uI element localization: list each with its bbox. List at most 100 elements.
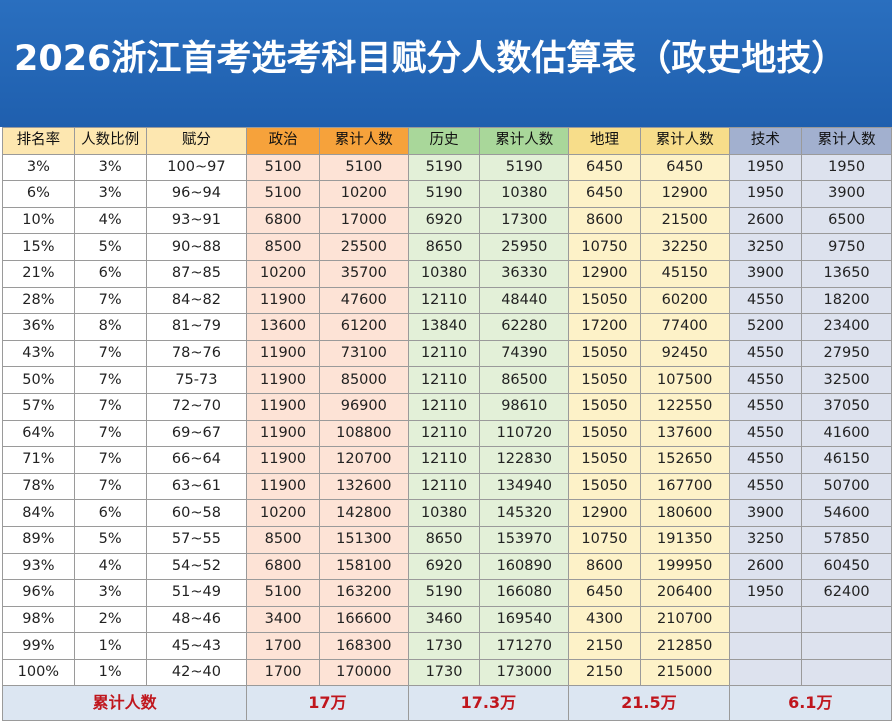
table-row: 3% 3% 100~97 5100 5100 5190 5190 6450 6450 1950 19… (2, 153, 892, 182)
cell-lishi: 5190 (407, 153, 481, 182)
cell-zhengzhi: 11900 (246, 286, 320, 315)
table-row: 50% 7% 75-73 11900 85000 12110 86500 15050 10750… (2, 366, 892, 394)
cell-score: 60~58 (145, 499, 248, 527)
cell-rank-rate: 71% (2, 446, 75, 474)
cell-ratio: 7% (73, 392, 147, 421)
cell-ratio: 4% (73, 552, 147, 581)
cell-dili-cumulative: 92450 (639, 339, 730, 368)
cell-jishu: 4550 (728, 392, 803, 421)
cell-dili: 6450 (568, 153, 641, 182)
table-row: 99% 1% 45~43 1700 168300 1730 171270 2150 212850 (2, 632, 892, 660)
cell-ratio: 5% (73, 525, 147, 554)
cell-dili: 6450 (568, 579, 641, 607)
cell-dili-cumulative: 21500 (639, 206, 730, 235)
cell-ratio: 1% (73, 658, 147, 687)
cell-rank-rate: 3% (2, 153, 75, 182)
cell-zhengzhi: 11900 (246, 392, 320, 421)
cell-ratio: 7% (73, 286, 147, 315)
cell-dili: 10750 (568, 233, 641, 261)
cell-lishi: 8650 (407, 525, 481, 554)
totals-row: 累计人数 17万 17.3万 21.5万 6.1万 (1, 685, 892, 721)
cell-rank-rate: 64% (2, 419, 75, 448)
cell-jishu: 2600 (728, 552, 803, 581)
cell-lishi: 6920 (407, 552, 481, 581)
cell-lishi: 10380 (407, 259, 481, 288)
cell-score: 54~52 (145, 552, 248, 581)
cell-jishu-cumulative: 46150 (801, 446, 892, 474)
cell-lishi: 5190 (407, 180, 481, 208)
cell-zhengzhi-cumulative: 170000 (318, 658, 409, 687)
cell-lishi: 1730 (407, 658, 481, 687)
cell-jishu-cumulative: 6500 (801, 206, 892, 235)
cell-lishi-cumulative: 153970 (479, 525, 570, 554)
cell-jishu-cumulative: 32500 (801, 366, 892, 394)
cell-score: 51~49 (145, 579, 248, 607)
cell-ratio: 7% (73, 366, 147, 394)
score-table: 排名率 人数比例 赋分 政治 累计人数 历史 累计人数 地理 累计人数 技术 累… (1, 127, 892, 721)
cell-zhengzhi-cumulative: 168300 (318, 632, 409, 660)
cell-jishu: 4550 (728, 286, 803, 315)
cell-score: 75-73 (145, 366, 248, 394)
cell-rank-rate: 50% (2, 366, 75, 394)
cell-rank-rate: 10% (2, 206, 75, 235)
cell-jishu: 3250 (728, 525, 803, 554)
cell-lishi-cumulative: 98610 (479, 392, 570, 421)
table-row: 84% 6% 60~58 10200 142800 10380 145320 12900 180… (2, 499, 892, 527)
cell-zhengzhi-cumulative: 61200 (318, 313, 409, 341)
cell-score: 48~46 (145, 605, 248, 634)
cell-dili-cumulative: 210700 (639, 605, 730, 634)
cell-dili: 17200 (568, 313, 641, 341)
cell-dili-cumulative: 45150 (639, 259, 730, 288)
cell-lishi-cumulative: 74390 (479, 339, 570, 368)
cell-dili-cumulative: 77400 (639, 313, 730, 341)
cell-dili: 12900 (568, 499, 641, 527)
cell-lishi-cumulative: 48440 (479, 286, 570, 315)
cell-dili: 8600 (568, 206, 641, 235)
cell-dili: 15050 (568, 339, 641, 368)
cell-score: 90~88 (145, 233, 248, 261)
cell-jishu: 4550 (728, 366, 803, 394)
table-row: 28% 7% 84~82 11900 47600 12110 48440 15050 60200… (2, 286, 892, 315)
cell-jishu-cumulative: 54600 (801, 499, 892, 527)
cell-zhengzhi-cumulative: 163200 (318, 579, 409, 607)
cell-score: 72~70 (145, 392, 248, 421)
cell-zhengzhi-cumulative: 132600 (318, 472, 409, 501)
cell-score: 96~94 (145, 180, 248, 208)
header-jishu-cumulative: 累计人数 (801, 127, 892, 155)
cell-score: 87~85 (145, 259, 248, 288)
cell-jishu-cumulative: 37050 (801, 392, 892, 421)
cell-jishu: 1950 (728, 180, 803, 208)
cell-score: 42~40 (145, 658, 248, 687)
cell-dili: 15050 (568, 472, 641, 501)
cell-score: 78~76 (145, 339, 248, 368)
table-row: 10% 4% 93~91 6800 17000 6920 17300 8600 21500 260… (2, 206, 892, 235)
cell-dili: 2150 (568, 658, 641, 687)
cell-zhengzhi: 13600 (246, 313, 320, 341)
cell-zhengzhi: 5100 (246, 180, 320, 208)
cell-dili-cumulative: 152650 (639, 446, 730, 474)
cell-dili-cumulative: 137600 (639, 419, 730, 448)
table-row: 89% 5% 57~55 8500 151300 8650 153970 10750 19135… (2, 525, 892, 554)
header-lishi: 历史 (407, 127, 481, 155)
cell-dili: 4300 (568, 605, 641, 634)
cell-rank-rate: 28% (2, 286, 75, 315)
cell-jishu-cumulative (801, 605, 892, 634)
title-banner: 2026浙江首考选考科目赋分人数估算表（政史地技） (0, 0, 892, 127)
cell-lishi: 1730 (407, 632, 481, 660)
cell-ratio: 1% (73, 632, 147, 660)
cell-ratio: 3% (73, 180, 147, 208)
cell-jishu-cumulative: 41600 (801, 419, 892, 448)
cell-zhengzhi: 11900 (246, 419, 320, 448)
cell-dili-cumulative: 191350 (639, 525, 730, 554)
cell-score: 63~61 (145, 472, 248, 501)
header-rank-rate: 排名率 (2, 127, 75, 155)
cell-zhengzhi-cumulative: 35700 (318, 259, 409, 288)
table-row: 100% 1% 42~40 1700 170000 1730 173000 2150 21500… (2, 658, 892, 687)
table-body: 3% 3% 100~97 5100 5100 5190 5190 6450 6450 1950 19… (2, 153, 892, 687)
cell-dili: 6450 (568, 180, 641, 208)
cell-zhengzhi: 11900 (246, 366, 320, 394)
cell-zhengzhi: 3400 (246, 605, 320, 634)
cell-jishu: 4550 (728, 339, 803, 368)
table-row: 36% 8% 81~79 13600 61200 13840 62280 17200 77400… (2, 313, 892, 341)
cell-zhengzhi-cumulative: 25500 (318, 233, 409, 261)
